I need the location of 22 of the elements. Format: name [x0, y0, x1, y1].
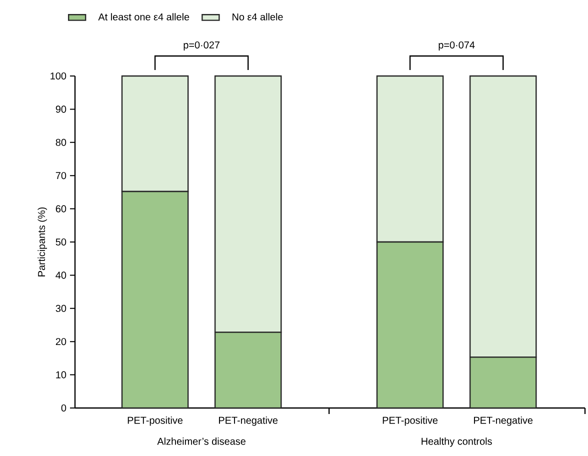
y-tick-label: 30 — [56, 304, 66, 312]
y-tick-label: 20 — [56, 338, 66, 346]
text: p=0·074 — [438, 41, 475, 50]
x-tick-label: PET-positive — [128, 416, 183, 426]
text: Healthy controls — [422, 438, 492, 447]
y-tick-label: 60 — [56, 205, 66, 212]
x-tick-label: PET-negative — [474, 416, 533, 426]
y-tick-label: 80 — [56, 138, 66, 146]
x-tick-label: PET-negative — [219, 416, 278, 426]
y-tick-label: 100 — [50, 72, 66, 80]
y-tick-label: 0 — [61, 404, 66, 412]
y-axis-title: Participants (%) — [38, 207, 48, 276]
y-tick-label: 50 — [56, 238, 66, 246]
legend-label: No ε4 allele — [232, 13, 283, 20]
y-tick-label: 10 — [56, 371, 66, 378]
y-tick-label: 90 — [56, 106, 66, 113]
y-tick-label: 40 — [56, 272, 66, 279]
text: Alzheimer’s disease — [157, 438, 246, 445]
legend-label: At least one ε4 allele — [98, 13, 190, 20]
y-tick-label: 70 — [56, 172, 66, 180]
x-tick-label: PET-positive — [382, 416, 438, 426]
text: p=0·027 — [184, 41, 220, 50]
